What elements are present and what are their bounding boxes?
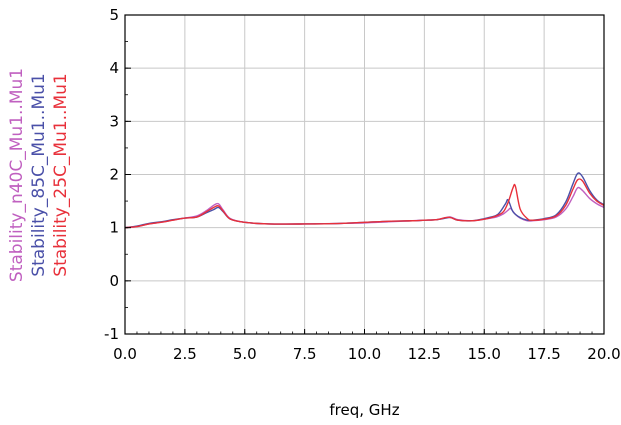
x-tick-label: 5.0	[233, 345, 257, 363]
x-axis-title: freq, GHz	[329, 401, 399, 419]
x-tick-label: 7.5	[293, 345, 317, 363]
axis-ticks	[124, 14, 605, 335]
y-tick-labels: -1 0 1 2 3 4 5	[104, 6, 119, 343]
x-tick-label: 20.0	[587, 345, 620, 363]
x-tick-label: 10.0	[348, 345, 381, 363]
y-tick-label: 4	[109, 59, 119, 77]
legend-label-3: Stability_25C_Mu1..Mu1	[51, 73, 71, 276]
x-tick-label: 17.5	[527, 345, 560, 363]
y-tick-label: 5	[109, 6, 119, 24]
legend-label-1: Stability_n40C_Mu1..Mu1	[7, 68, 27, 282]
series-line-3	[124, 178, 605, 229]
y-tick-label: 3	[109, 112, 119, 130]
x-tick-label: 15.0	[468, 345, 501, 363]
plot-series	[124, 172, 605, 229]
legend-label-2: Stability_85C_Mu1..Mu1	[29, 73, 49, 276]
x-tick-label: 12.5	[408, 345, 441, 363]
y-tick-label: 2	[109, 166, 119, 184]
x-tick-labels: 0.0 2.5 5.0 7.5 10.0 12.5 15.0 17.5 20.0	[113, 345, 621, 363]
x-tick-label: 0.0	[113, 345, 137, 363]
legend: Stability_n40C_Mu1..Mu1 Stability_85C_Mu1…	[7, 68, 71, 282]
grid-lines	[125, 15, 604, 334]
x-tick-label: 2.5	[173, 345, 197, 363]
y-tick-label: 0	[109, 272, 119, 290]
y-tick-label: -1	[104, 325, 119, 343]
y-tick-label: 1	[109, 219, 119, 237]
